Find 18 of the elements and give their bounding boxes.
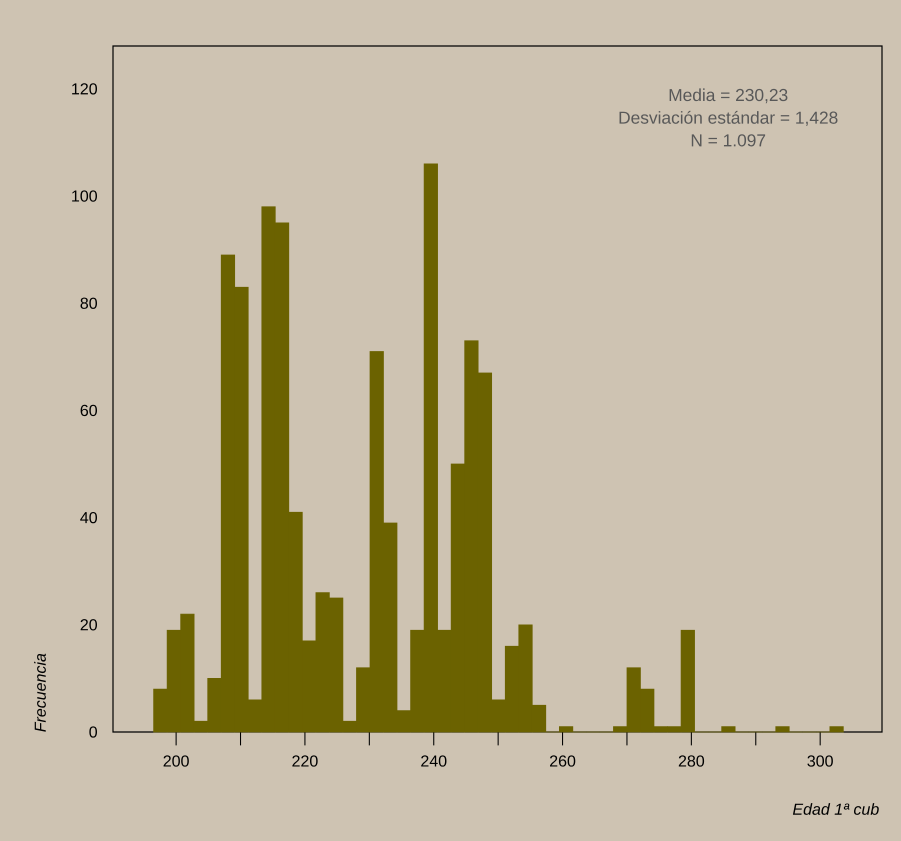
y-tick-label: 20: [80, 619, 98, 630]
annotation: Media = 230,23: [670, 88, 788, 104]
y-tick-label: 60: [80, 404, 98, 416]
y-tick-label: 120: [72, 83, 97, 95]
annotation: N = 1.097: [692, 134, 766, 146]
x-tick-label: 200: [164, 755, 189, 767]
x-tick-label: 260: [550, 755, 576, 767]
y-tick-label: 100: [72, 190, 97, 202]
y-tick-label: 0: [89, 726, 98, 738]
x-tick-label: 220: [292, 755, 318, 767]
annotation: Desviación estándar = 1,428: [620, 110, 838, 126]
x-axis-title: Edad 1ª cub: [792, 803, 879, 815]
y-tick-label: 80: [80, 298, 98, 309]
y-tick-label: 40: [80, 512, 98, 524]
y-axis-title: Frecuencia: [34, 654, 46, 732]
x-tick-label: 280: [678, 755, 704, 767]
x-tick-label: 300: [807, 755, 833, 767]
x-tick-label: 240: [421, 755, 446, 767]
